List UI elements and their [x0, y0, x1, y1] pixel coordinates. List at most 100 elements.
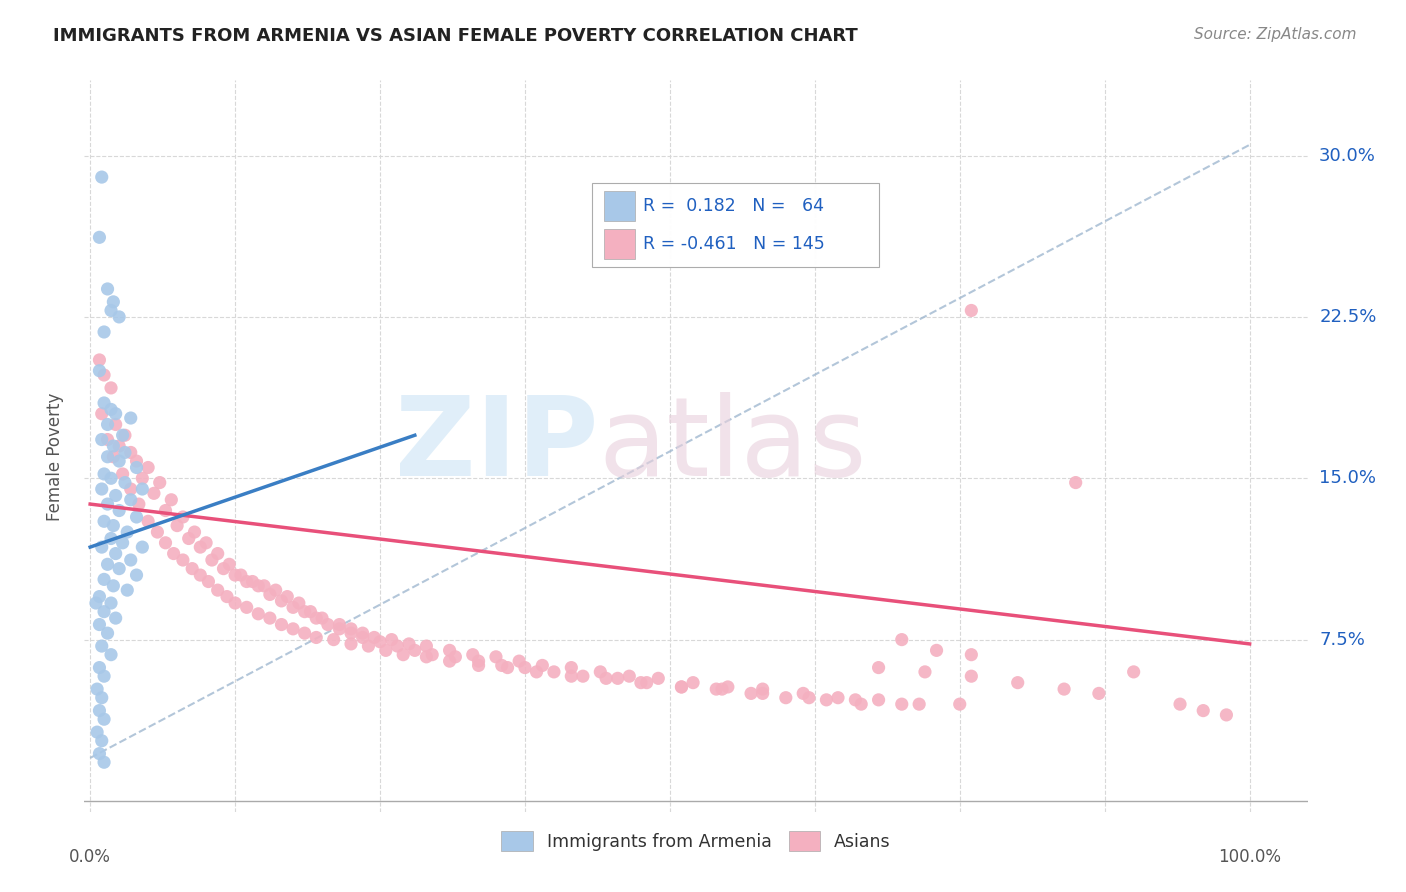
Point — [100, 402, 122, 417]
Point — [96, 497, 118, 511]
Text: 30.0%: 30.0% — [1319, 146, 1376, 165]
Point — [100, 471, 122, 485]
Point — [93, 467, 115, 481]
Point — [357, 639, 380, 653]
Point — [136, 460, 159, 475]
Point — [264, 583, 287, 598]
Point — [212, 561, 235, 575]
Point — [890, 632, 912, 647]
Point — [374, 643, 396, 657]
Point — [340, 622, 363, 636]
Point — [1168, 697, 1191, 711]
Point — [172, 510, 194, 524]
Point — [444, 649, 467, 664]
Point — [259, 611, 281, 625]
Point — [100, 303, 122, 318]
Point — [368, 634, 391, 648]
Point — [125, 568, 148, 582]
Point — [111, 428, 134, 442]
Point — [420, 648, 443, 662]
Point — [125, 510, 148, 524]
Point — [96, 450, 118, 464]
Point — [93, 573, 115, 587]
Point — [103, 294, 125, 309]
Point — [100, 532, 122, 546]
Text: 22.5%: 22.5% — [1319, 308, 1376, 326]
Point — [589, 665, 612, 679]
Point — [104, 407, 127, 421]
Point — [195, 536, 218, 550]
Point — [467, 658, 489, 673]
Point — [815, 693, 838, 707]
Point — [136, 514, 159, 528]
Point — [149, 475, 172, 490]
Point — [1122, 665, 1144, 679]
Point — [89, 704, 111, 718]
Point — [86, 725, 108, 739]
Point — [322, 632, 344, 647]
Point — [86, 682, 108, 697]
Point — [352, 631, 374, 645]
Point — [1088, 686, 1111, 700]
Point — [96, 626, 118, 640]
Point — [125, 460, 148, 475]
Point — [201, 553, 224, 567]
Point — [340, 637, 363, 651]
Point — [96, 433, 118, 447]
Point — [89, 660, 111, 674]
Point — [108, 561, 131, 575]
Point — [328, 622, 350, 636]
Point — [671, 680, 693, 694]
Point — [104, 488, 127, 502]
Point — [792, 686, 814, 700]
Point — [740, 686, 762, 700]
Text: Source: ZipAtlas.com: Source: ZipAtlas.com — [1194, 27, 1357, 42]
Point — [496, 660, 519, 674]
Point — [120, 411, 142, 425]
Point — [242, 574, 264, 589]
Point — [404, 643, 426, 657]
Point — [439, 654, 461, 668]
Point — [188, 540, 211, 554]
Point — [93, 756, 115, 770]
Point — [851, 697, 873, 711]
Point — [914, 665, 936, 679]
Point — [117, 524, 139, 539]
Point — [90, 170, 112, 185]
Point — [172, 553, 194, 567]
Text: atlas: atlas — [598, 392, 866, 500]
Point — [166, 518, 188, 533]
Point — [270, 617, 292, 632]
Text: R =  0.182   N =   64: R = 0.182 N = 64 — [644, 197, 824, 215]
Point — [103, 439, 125, 453]
Point — [844, 693, 866, 707]
Point — [247, 607, 270, 621]
Point — [572, 669, 595, 683]
Point — [1053, 682, 1076, 697]
Text: 100.0%: 100.0% — [1218, 848, 1281, 866]
Point — [711, 682, 734, 697]
Point — [90, 540, 112, 554]
Point — [868, 660, 890, 674]
Point — [142, 486, 165, 500]
Point — [120, 492, 142, 507]
Point — [960, 648, 983, 662]
Point — [84, 596, 107, 610]
Point — [197, 574, 219, 589]
Bar — [605, 228, 636, 260]
Point — [340, 626, 363, 640]
Point — [93, 605, 115, 619]
Point — [90, 690, 112, 705]
Point — [207, 583, 229, 598]
Point — [270, 594, 292, 608]
Point — [606, 671, 628, 685]
Point — [305, 631, 328, 645]
Point — [90, 407, 112, 421]
Point — [960, 669, 983, 683]
Point — [508, 654, 530, 668]
Point — [671, 680, 693, 694]
Point — [526, 665, 548, 679]
Point — [207, 547, 229, 561]
Point — [960, 303, 983, 318]
Point — [114, 445, 136, 459]
